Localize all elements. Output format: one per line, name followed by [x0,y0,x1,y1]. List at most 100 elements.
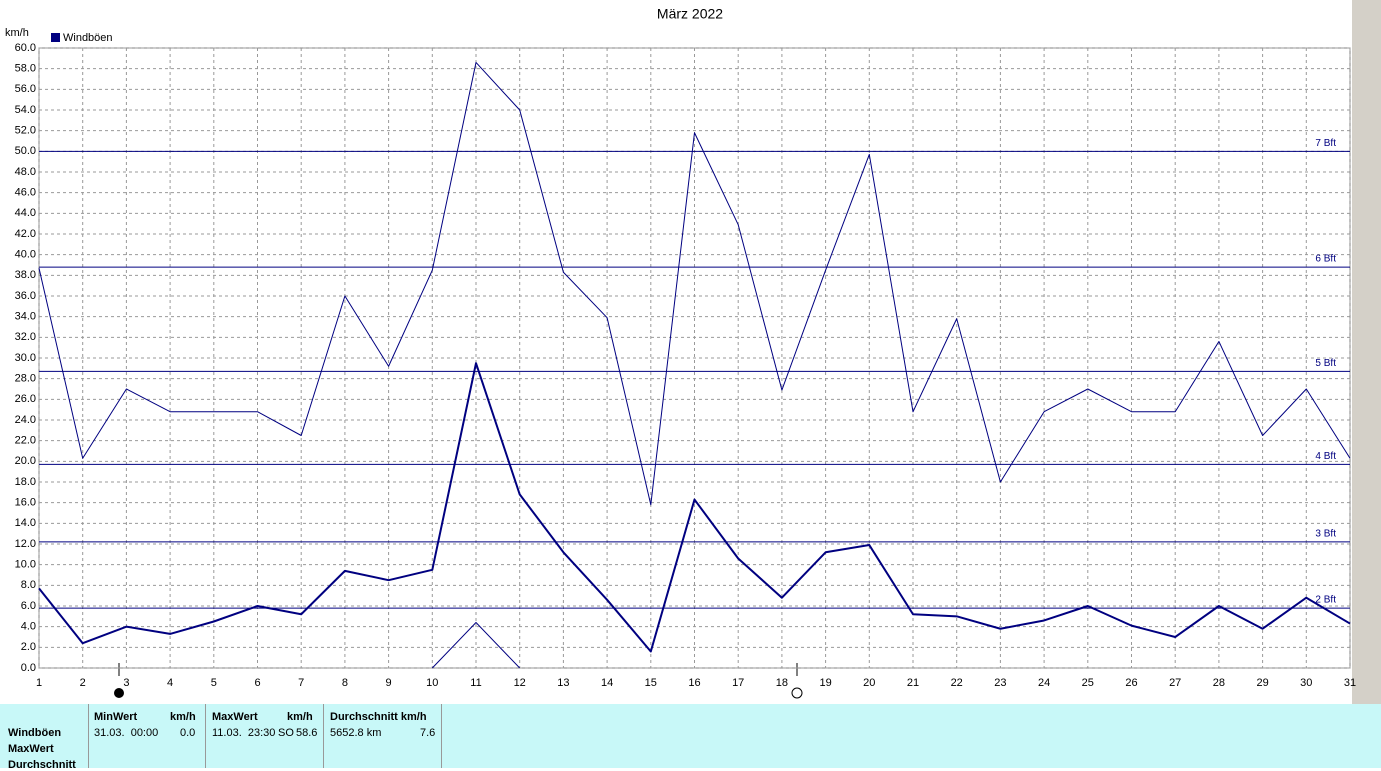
y-tick-label: 22.0 [15,435,36,447]
cell: 0.0 [180,727,196,739]
y-tick-label: 0.0 [21,662,36,674]
y-tick-label: 38.0 [15,269,36,281]
y-tick-label: 54.0 [15,104,36,116]
x-tick-label: 18 [776,677,788,689]
x-tick-label: 3 [123,677,129,689]
row-label: MaxWert [8,743,54,755]
y-tick-label: 12.0 [15,538,36,550]
y-tick-label: 42.0 [15,228,36,240]
x-tick-label: 13 [557,677,569,689]
reference-label: 4 Bft [1315,451,1336,462]
x-tick-label: 24 [1038,677,1050,689]
x-tick-label: 1 [36,677,42,689]
x-tick-label: 23 [994,677,1006,689]
y-tick-label: 50.0 [15,145,36,157]
x-tick-label: 22 [951,677,963,689]
y-tick-label: 36.0 [15,290,36,302]
col-header: Durchschnitt km/h [330,711,427,723]
y-tick-label: 2.0 [21,641,36,653]
x-tick-label: 26 [1125,677,1137,689]
x-tick-label: 29 [1256,677,1268,689]
cell: 58.6 [296,727,318,739]
stats-table: Windböen MaxWert Durchschnitt MinWert km… [0,704,1381,771]
x-tick-label: 11 [470,677,481,689]
y-tick-label: 6.0 [21,600,36,612]
series-line [38,61,1351,506]
reference-label: 2 Bft [1315,595,1336,606]
reference-label: 5 Bft [1315,358,1336,369]
y-tick-label: 40.0 [15,249,36,261]
chart-title: März 2022 [657,6,723,22]
y-tick-label: 48.0 [15,166,36,178]
col-header: MinWert [94,711,138,723]
y-tick-label: 46.0 [15,187,36,199]
x-tick-label: 10 [426,677,438,689]
x-tick-label: 20 [863,677,875,689]
col-header: MaxWert [212,711,258,723]
series-line [431,622,521,669]
x-tick-label: 8 [342,677,348,689]
cell: SO [278,727,294,739]
separator [323,704,324,768]
y-tick-label: 26.0 [15,393,36,405]
separator [441,704,442,768]
x-tick-label: 12 [514,677,526,689]
reference-label: 7 Bft [1315,138,1336,149]
row-label: Durchschnitt [8,759,76,771]
y-tick-label: 34.0 [15,311,36,323]
cell: 31.03. 00:00 [94,727,159,739]
reference-label: 6 Bft [1315,254,1336,265]
y-tick-label: 58.0 [15,63,36,75]
x-tick-label: 27 [1169,677,1181,689]
row-label: Windböen [8,727,62,739]
series-line [38,362,1351,653]
y-tick-label: 30.0 [15,352,36,364]
moon-icon [791,687,803,699]
x-tick-label: 4 [167,677,173,689]
x-tick-label: 25 [1082,677,1094,689]
y-axis-label: km/h [5,27,29,39]
legend-swatch [51,33,60,42]
y-tick-label: 8.0 [21,579,36,591]
y-tick-label: 44.0 [15,207,36,219]
y-tick-label: 14.0 [15,517,36,529]
legend-label: Windböen [63,32,113,44]
x-tick-label: 2 [80,677,86,689]
x-tick-label: 7 [298,677,304,689]
x-tick-label: 31 [1344,677,1356,689]
x-tick-label: 15 [645,677,657,689]
x-tick-label: 5 [211,677,217,689]
y-tick-label: 60.0 [15,42,36,54]
y-tick-label: 24.0 [15,414,36,426]
x-tick-label: 19 [819,677,831,689]
x-tick-label: 17 [732,677,744,689]
moon-icon [114,688,124,698]
x-tick-label: 14 [601,677,613,689]
x-tick-label: 16 [688,677,700,689]
col-unit: km/h [287,711,313,723]
col-unit: km/h [170,711,196,723]
y-tick-label: 20.0 [15,455,36,467]
x-tick-label: 28 [1213,677,1225,689]
y-tick-label: 10.0 [15,559,36,571]
y-tick-label: 28.0 [15,373,36,385]
x-tick-label: 6 [254,677,260,689]
x-tick-label: 30 [1300,677,1312,689]
y-tick-label: 16.0 [15,497,36,509]
separator [205,704,206,768]
y-tick-label: 52.0 [15,125,36,137]
cell: 7.6 [420,727,436,739]
cell: 11.03. 23:30 [212,727,276,739]
y-tick-label: 32.0 [15,331,36,343]
y-tick-label: 18.0 [15,476,36,488]
cell: 5652.8 km [330,727,382,739]
y-tick-label: 4.0 [21,621,36,633]
separator [88,704,89,768]
x-tick-label: 21 [907,677,919,689]
chart: März 2022 km/h Windböen 0.0 2.0 4.0 6.0 8.0 1… [5,0,1381,704]
x-tick-label: 9 [386,677,392,689]
side-strip [1352,0,1381,704]
reference-label: 3 Bft [1315,529,1336,540]
y-tick-label: 56.0 [15,83,36,95]
